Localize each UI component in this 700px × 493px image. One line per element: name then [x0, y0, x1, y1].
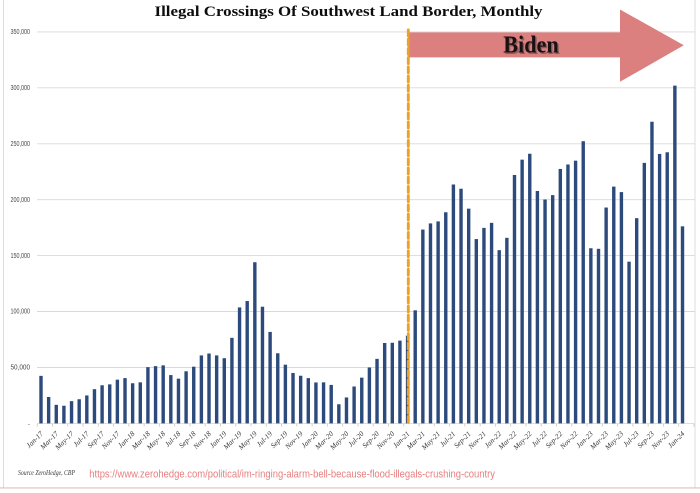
svg-text:150,000: 150,000 — [11, 253, 31, 260]
svg-text:300,000: 300,000 — [11, 85, 31, 92]
svg-text:Illegal Crossings Of Southwest: Illegal Crossings Of Southwest Land Bord… — [155, 3, 543, 20]
svg-text:50,000: 50,000 — [11, 365, 31, 372]
svg-text:250,000: 250,000 — [11, 141, 31, 148]
svg-text:Source ZeroHedge, CBP: Source ZeroHedge, CBP — [18, 468, 75, 477]
svg-text:Biden: Biden — [503, 33, 559, 59]
svg-text:350,000: 350,000 — [11, 29, 31, 36]
svg-text:Biden: Biden — [505, 34, 561, 60]
svg-text:100,000: 100,000 — [11, 309, 31, 316]
svg-text:200,000: 200,000 — [11, 197, 31, 204]
svg-text:-: - — [28, 421, 30, 428]
svg-text:https://www.zerohedge.com/poli: https://www.zerohedge.com/political/im-r… — [89, 469, 496, 481]
